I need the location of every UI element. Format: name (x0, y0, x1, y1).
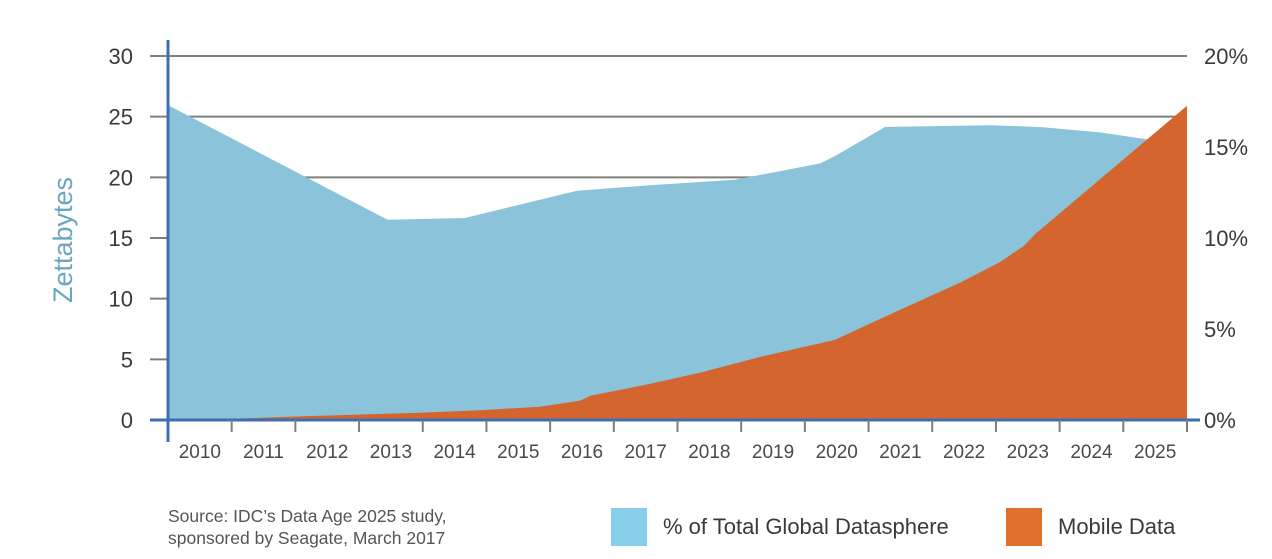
x-tick-label: 2013 (370, 442, 412, 463)
y-right-tick-label: 5% (1204, 317, 1236, 342)
area-mobile-data (168, 105, 1187, 420)
y-tick-label: 15 (109, 226, 133, 251)
y-tick-label: 5 (121, 347, 133, 372)
y-tick-label: 25 (109, 105, 133, 130)
x-tick-label: 2012 (306, 442, 348, 463)
source-line-1: Source: IDC’s Data Age 2025 study, (168, 506, 447, 526)
x-tick-label: 2011 (243, 442, 284, 463)
y-right-tick-label: 10% (1204, 226, 1248, 251)
x-tick-label: 2017 (625, 442, 667, 463)
y-right-tick-label: 0% (1204, 408, 1236, 433)
legend-swatch-mobile (1006, 508, 1042, 546)
x-tick-label: 2018 (688, 442, 730, 463)
source-note: Source: IDC’s Data Age 2025 study, spons… (168, 505, 447, 549)
legend-swatch-datasphere (611, 508, 647, 546)
source-line-2: sponsored by Seagate, March 2017 (168, 528, 446, 548)
x-tick-label: 2016 (561, 442, 603, 463)
x-tick-label: 2022 (943, 442, 985, 463)
y-tick-label: 20 (109, 165, 133, 190)
x-tick-label: 2019 (752, 442, 794, 463)
x-tick-label: 2010 (179, 442, 221, 463)
y-axis-title: Zettabytes (48, 177, 78, 303)
legend-item-datasphere: % of Total Global Datasphere (611, 508, 949, 546)
x-tick-label: 2025 (1134, 442, 1176, 463)
y-tick-label: 0 (121, 408, 133, 433)
x-tick-label: 2014 (433, 442, 476, 463)
axes (150, 40, 1200, 442)
legend-label-mobile: Mobile Data (1058, 514, 1176, 539)
x-tick-label: 2015 (497, 442, 539, 463)
legend-item-mobile: Mobile Data (1006, 508, 1175, 546)
y-tick-label: 10 (109, 287, 133, 312)
y-tick-label: 30 (109, 44, 133, 69)
data-areas (168, 105, 1187, 420)
y-right-tick-label: 20% (1204, 44, 1248, 69)
y-right-tick-label: 15% (1204, 135, 1248, 160)
x-tick-label: 2023 (1007, 442, 1049, 463)
x-tick-label: 2024 (1070, 442, 1113, 463)
legend-label-datasphere: % of Total Global Datasphere (663, 514, 949, 539)
x-tick-label: 2020 (816, 442, 858, 463)
x-tick-label: 2021 (879, 442, 921, 463)
